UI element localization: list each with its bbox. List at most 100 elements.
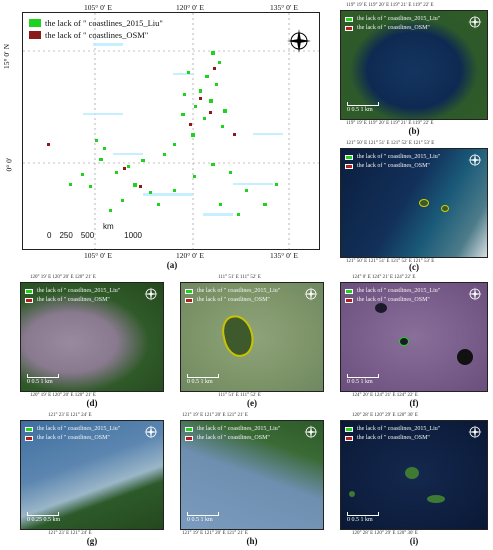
satellite-image-g <box>21 421 163 529</box>
osm-swatch <box>25 436 33 441</box>
legend-liu-text: the lack of " coastlines_2015_Liu" <box>357 288 441 294</box>
legend-f: the lack of " coastlines_2015_Liu" the l… <box>345 287 440 305</box>
legend-h: the lack of " coastlines_2015_Liu" the l… <box>185 425 280 443</box>
panel-c: the lack of " coastlines_2015_Liu" the l… <box>340 148 488 258</box>
north-arrow-icon <box>144 287 158 301</box>
overview-coord-top-2: 120° 0′ E <box>176 3 204 12</box>
panel-g: the lack of " coastlines_2015_Liu" the l… <box>20 420 164 530</box>
liu-swatch <box>345 17 353 22</box>
overview-coord-left-1: 15° 0′ N <box>2 43 12 70</box>
scale-bar-h: 0 0.5 1 km <box>187 512 219 523</box>
osm-swatch <box>25 298 33 303</box>
coord-top-f: 124° 0′ E 124° 21′ E 124° 22′ E <box>352 275 416 280</box>
overview-legend-osm: the lack of " coastlines_OSM" <box>45 30 149 40</box>
legend-osm-text: the lack of " coastlines_OSM" <box>357 435 430 441</box>
north-arrow-icon <box>468 153 482 167</box>
legend-liu-text: the lack of " coastlines_2015_Liu" <box>37 288 121 294</box>
overview-coord-bottom-2: 120° 0′ E <box>176 251 204 260</box>
panel-label-e: (e) <box>247 398 257 408</box>
overview-legend: the lack of " coastlines_2015_Liu" the l… <box>29 17 163 41</box>
legend-osm-text: the lack of " coastlines_OSM" <box>37 435 110 441</box>
panel-d: the lack of " coastlines_2015_Liu" the l… <box>20 282 164 392</box>
liu-swatch <box>185 289 193 294</box>
coord-top-g: 121° 23′ E 121° 24′ E <box>48 413 92 418</box>
legend-c: the lack of " coastlines_2015_Liu" the l… <box>345 153 440 171</box>
overview-coord-bottom-3: 135° 0′ E <box>270 251 298 260</box>
panel-h: the lack of " coastlines_2015_Liu" the l… <box>180 420 324 530</box>
dark-water-patch <box>375 303 387 313</box>
osm-swatch <box>185 298 193 303</box>
overview-map <box>23 13 319 249</box>
satellite-image-h <box>181 421 323 529</box>
liu-swatch <box>345 155 353 160</box>
liu-swatch <box>185 427 193 432</box>
scale-bar-b: 0 0.5 1 km <box>347 102 379 113</box>
island <box>427 495 445 503</box>
satellite-image-b <box>341 11 487 119</box>
coord-bottom-e: 111° 51′ E 111° 52′ E <box>218 393 261 398</box>
overview-map-panel: the lack of " coastlines_2015_Liu" the l… <box>22 12 320 250</box>
legend-osm-text: the lack of " coastlines_OSM" <box>197 435 270 441</box>
panel-f: the lack of " coastlines_2015_Liu" the l… <box>340 282 488 392</box>
satellite-image-f <box>341 283 487 391</box>
legend-osm-text: the lack of " coastlines_OSM" <box>357 297 430 303</box>
north-arrow-icon <box>468 15 482 29</box>
panel-label-f: (f) <box>409 398 419 408</box>
north-arrow-icon <box>468 287 482 301</box>
scale-bar-f: 0 0.5 1 km <box>347 374 379 385</box>
overview-scale-bar: 0 250 500 1000 km <box>47 222 142 240</box>
north-arrow-icon <box>304 425 318 439</box>
satellite-image-c <box>341 149 487 257</box>
osm-swatch <box>345 164 353 169</box>
legend-liu-text: the lack of " coastlines_2015_Liu" <box>197 426 281 432</box>
legend-osm-text: the lack of " coastlines_OSM" <box>197 297 270 303</box>
coord-top-e: 111° 51′ E 111° 52′ E <box>218 275 261 280</box>
osm-swatch <box>345 436 353 441</box>
overview-scale-unit: km <box>103 222 114 231</box>
satellite-image-d <box>21 283 163 391</box>
coord-top-i: 120° 28′ E 120° 29′ E 120° 30′ E <box>352 413 418 418</box>
osm-swatch <box>29 31 41 39</box>
dark-water-patch <box>457 349 473 365</box>
overview-legend-liu: the lack of " coastlines_2015_Liu" <box>45 18 163 28</box>
island <box>349 491 355 497</box>
liu-swatch <box>29 19 41 27</box>
legend-i: the lack of " coastlines_2015_Liu" the l… <box>345 425 440 443</box>
overview-coord-bottom-1: 105° 0′ E <box>84 251 112 260</box>
north-arrow-icon <box>304 287 318 301</box>
panel-label-g: (g) <box>86 536 98 546</box>
legend-g: the lack of " coastlines_2015_Liu" the l… <box>25 425 120 443</box>
coord-bottom-d: 120° 19′ E 120° 20′ E 120° 21′ E <box>30 393 96 398</box>
legend-liu-text: the lack of " coastlines_2015_Liu" <box>37 426 121 432</box>
coord-bottom-f: 124° 20′ E 124° 21′ E 124° 22′ E <box>352 393 418 398</box>
coord-bottom-h: 121° 19′ E 121° 20′ E 121° 21′ E <box>182 531 248 536</box>
scale-bar-d: 0 0.5 1 km <box>27 374 59 385</box>
coord-top-b: 119° 19′ E 119° 20′ E 119° 21′ E 119° 22… <box>346 3 434 8</box>
panel-i: the lack of " coastlines_2015_Liu" the l… <box>340 420 488 530</box>
overview-coord-top-1: 105° 0′ E <box>84 3 112 12</box>
legend-osm-text: the lack of " coastlines_OSM" <box>37 297 110 303</box>
north-arrow-icon <box>468 425 482 439</box>
legend-liu-text: the lack of " coastlines_2015_Liu" <box>357 426 441 432</box>
legend-liu-text: the lack of " coastlines_2015_Liu" <box>357 16 441 22</box>
liu-swatch <box>345 427 353 432</box>
dark-water-patch <box>399 337 409 346</box>
panel-label-i: (i) <box>409 536 419 546</box>
panel-e: the lack of " coastlines_2015_Liu" the l… <box>180 282 324 392</box>
panel-label-c: (c) <box>409 262 419 272</box>
coord-bottom-c: 121° 50′ E 121° 51′ E 121° 52′ E 121° 53… <box>346 259 435 264</box>
legend-d: the lack of " coastlines_2015_Liu" the l… <box>25 287 120 305</box>
coord-bottom-i: 120° 28′ E 120° 29′ E 120° 30′ E <box>352 531 418 536</box>
legend-osm-text: the lack of " coastlines_OSM" <box>357 25 430 31</box>
coord-top-c: 121° 50′ E 121° 51′ E 121° 52′ E 121° 53… <box>346 141 435 146</box>
legend-osm-text: the lack of " coastlines_OSM" <box>357 163 430 169</box>
overview-coord-top-3: 135° 0′ E <box>270 3 298 12</box>
osm-swatch <box>345 298 353 303</box>
island <box>405 467 419 479</box>
osm-swatch <box>185 436 193 441</box>
scale-bar-g: 0 0.25 0.5 km <box>27 512 60 523</box>
panel-label-d: (d) <box>86 398 98 408</box>
legend-liu-text: the lack of " coastlines_2015_Liu" <box>197 288 281 294</box>
island-outline <box>441 205 449 212</box>
coord-bottom-g: 121° 23′ E 121° 24′ E <box>48 531 92 536</box>
